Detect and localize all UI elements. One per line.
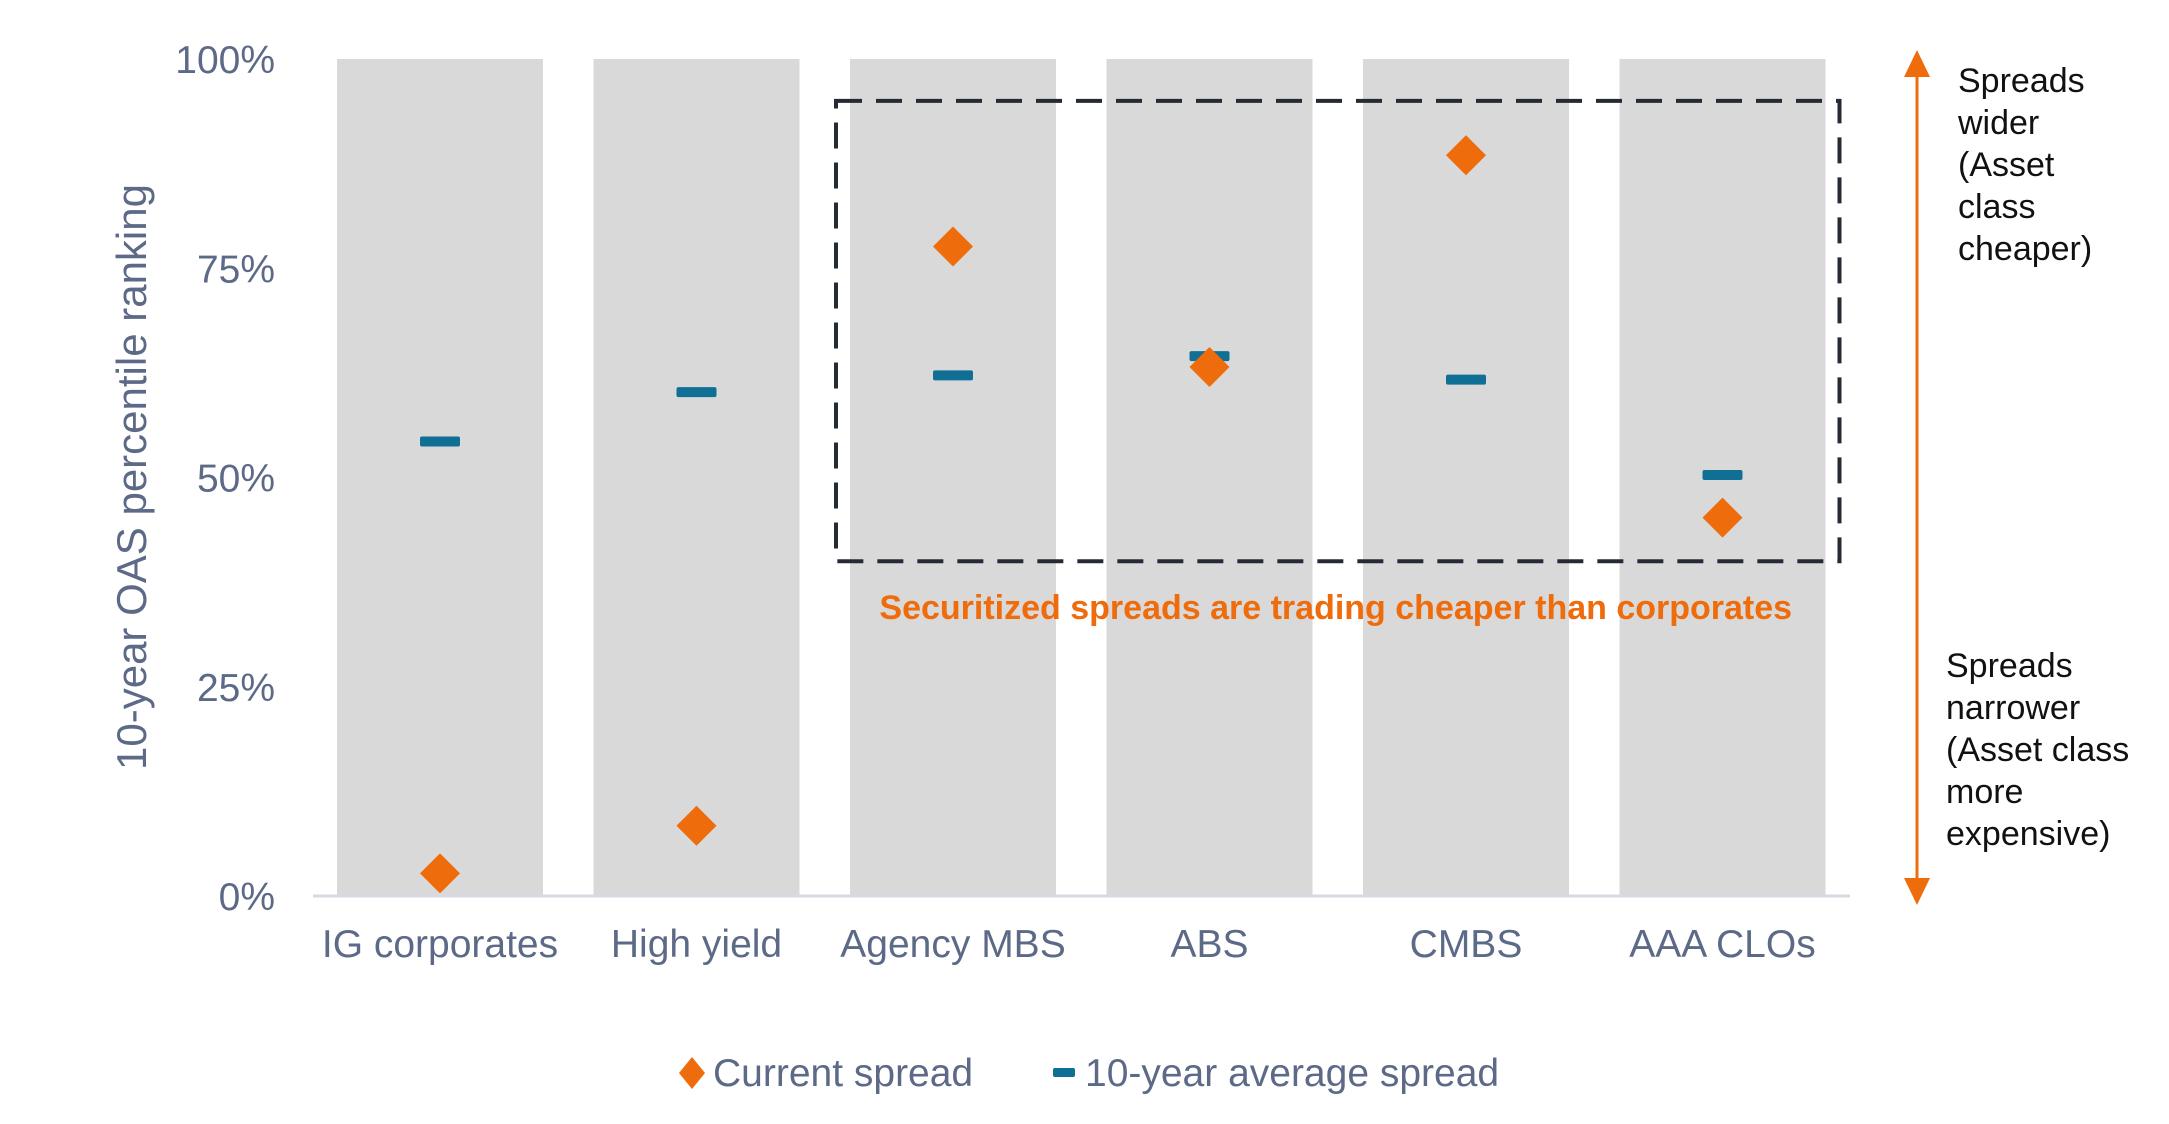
category-band (593, 59, 800, 896)
y-tick-label: 25% (197, 667, 275, 710)
side-label-line: more (1946, 773, 2023, 811)
y-tick-label: 0% (219, 876, 275, 919)
arrow-up-head-icon (1904, 50, 1930, 77)
category-band (337, 59, 543, 896)
legend: Current spread 10-year average spread (679, 1052, 1499, 1095)
side-label-line: wider (1957, 104, 2039, 142)
avg-spread-marker (676, 387, 717, 398)
x-tick-label: Agency MBS (840, 923, 1065, 966)
side-label-bottom: Spreads narrower (Asset class more expensive… (1946, 647, 2129, 853)
category-band (1106, 59, 1313, 896)
side-label-line: (Asset class (1946, 731, 2129, 769)
x-tick-label: CMBS (1410, 923, 1523, 966)
highlight-box (834, 98, 1842, 564)
current-spread-marker (1702, 497, 1743, 538)
avg-spread-marker (933, 370, 973, 381)
direction-arrow (1904, 50, 1930, 905)
legend-label-average: 10-year average spread (1085, 1052, 1499, 1095)
x-tick-label: ABS (1170, 923, 1248, 966)
side-label-top: Spreads wider (Asset class cheaper) (1957, 62, 2092, 268)
legend-label-current: Current spread (713, 1052, 973, 1095)
x-tick-label: High yield (611, 923, 782, 966)
arrow-down-head-icon (1904, 878, 1930, 905)
avg-spread-marker (1702, 469, 1743, 480)
legend-dash-icon (1053, 1068, 1075, 1077)
side-label-line: Spreads (1958, 62, 2085, 100)
y-tick-label: 50% (197, 458, 275, 501)
side-label-line: (Asset (1958, 146, 2055, 184)
side-label-line: narrower (1946, 689, 2080, 727)
x-tick-label: AAA CLOs (1629, 923, 1815, 966)
legend-diamond-icon (679, 1057, 705, 1089)
current-spread-marker (933, 226, 973, 267)
annotation-text: Securitized spreads are trading cheaper … (879, 589, 1792, 627)
category-band (1363, 59, 1569, 896)
side-label-line: cheaper) (1958, 230, 2092, 268)
current-spread-marker (1446, 135, 1486, 176)
category-band (850, 59, 1056, 896)
y-tick-label: 100% (175, 39, 275, 82)
current-spread-marker (420, 853, 460, 894)
avg-spread-marker (1446, 374, 1486, 385)
y-tick-label: 75% (197, 248, 275, 291)
side-label-line: expensive) (1946, 815, 2110, 853)
current-spread-marker (676, 805, 717, 846)
avg-spread-marker (420, 436, 460, 447)
y-axis-label: 10-year OAS percentile ranking (108, 184, 155, 770)
current-spread-marker (1189, 347, 1230, 388)
side-label-line: Spreads (1946, 647, 2073, 685)
side-label-line: class (1958, 188, 2035, 226)
x-tick-label: IG corporates (322, 923, 558, 966)
